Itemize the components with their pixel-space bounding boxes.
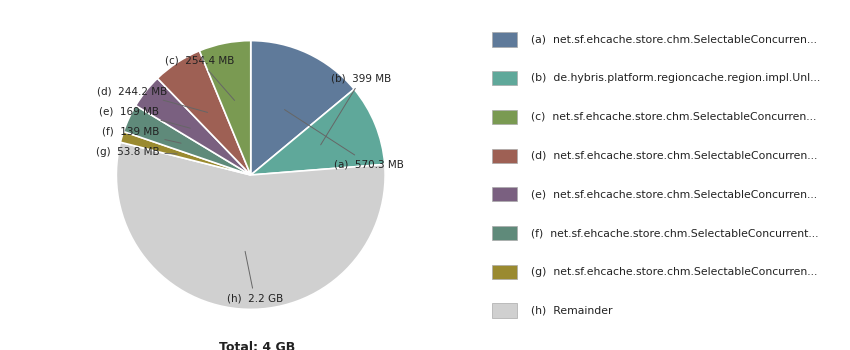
Text: (c)  net.sf.ehcache.store.chm.SelectableConcurren...: (c) net.sf.ehcache.store.chm.SelectableC…: [531, 112, 816, 122]
FancyBboxPatch shape: [491, 303, 517, 317]
FancyBboxPatch shape: [491, 265, 517, 279]
Text: (a)  net.sf.ehcache.store.chm.SelectableConcurren...: (a) net.sf.ehcache.store.chm.SelectableC…: [531, 35, 817, 44]
Wedge shape: [200, 41, 251, 175]
Text: (g)  53.8 MB: (g) 53.8 MB: [96, 147, 177, 157]
FancyBboxPatch shape: [491, 187, 517, 202]
Text: (c)  254.4 MB: (c) 254.4 MB: [165, 56, 235, 100]
Wedge shape: [157, 51, 251, 175]
FancyBboxPatch shape: [491, 226, 517, 240]
Text: (d)  net.sf.ehcache.store.chm.SelectableConcurren...: (d) net.sf.ehcache.store.chm.SelectableC…: [531, 150, 818, 161]
Text: (b)  de.hybris.platform.regioncache.region.impl.Unl...: (b) de.hybris.platform.regioncache.regio…: [531, 73, 820, 83]
FancyBboxPatch shape: [491, 71, 517, 85]
FancyBboxPatch shape: [491, 148, 517, 163]
FancyBboxPatch shape: [491, 110, 517, 124]
Text: Total: 4 GB: Total: 4 GB: [219, 341, 296, 350]
Text: (e)  net.sf.ehcache.store.chm.SelectableConcurren...: (e) net.sf.ehcache.store.chm.SelectableC…: [531, 189, 817, 200]
Wedge shape: [121, 132, 251, 175]
Text: (g)  net.sf.ehcache.store.chm.SelectableConcurren...: (g) net.sf.ehcache.store.chm.SelectableC…: [531, 267, 818, 277]
Text: (f)  139 MB: (f) 139 MB: [102, 127, 181, 143]
Text: (h)  Remainder: (h) Remainder: [531, 306, 612, 315]
Wedge shape: [136, 78, 251, 175]
FancyBboxPatch shape: [491, 33, 517, 47]
Wedge shape: [251, 41, 354, 175]
Text: (d)  244.2 MB: (d) 244.2 MB: [97, 87, 207, 112]
Text: (e)  169 MB: (e) 169 MB: [99, 107, 190, 128]
Text: (f)  net.sf.ehcache.store.chm.SelectableConcurrent...: (f) net.sf.ehcache.store.chm.SelectableC…: [531, 228, 819, 238]
Text: (b)  399 MB: (b) 399 MB: [320, 73, 392, 145]
Text: (a)  570.3 MB: (a) 570.3 MB: [285, 110, 404, 169]
Wedge shape: [251, 89, 385, 175]
Wedge shape: [116, 142, 385, 309]
Text: (h)  2.2 GB: (h) 2.2 GB: [227, 251, 283, 304]
Wedge shape: [123, 106, 251, 175]
